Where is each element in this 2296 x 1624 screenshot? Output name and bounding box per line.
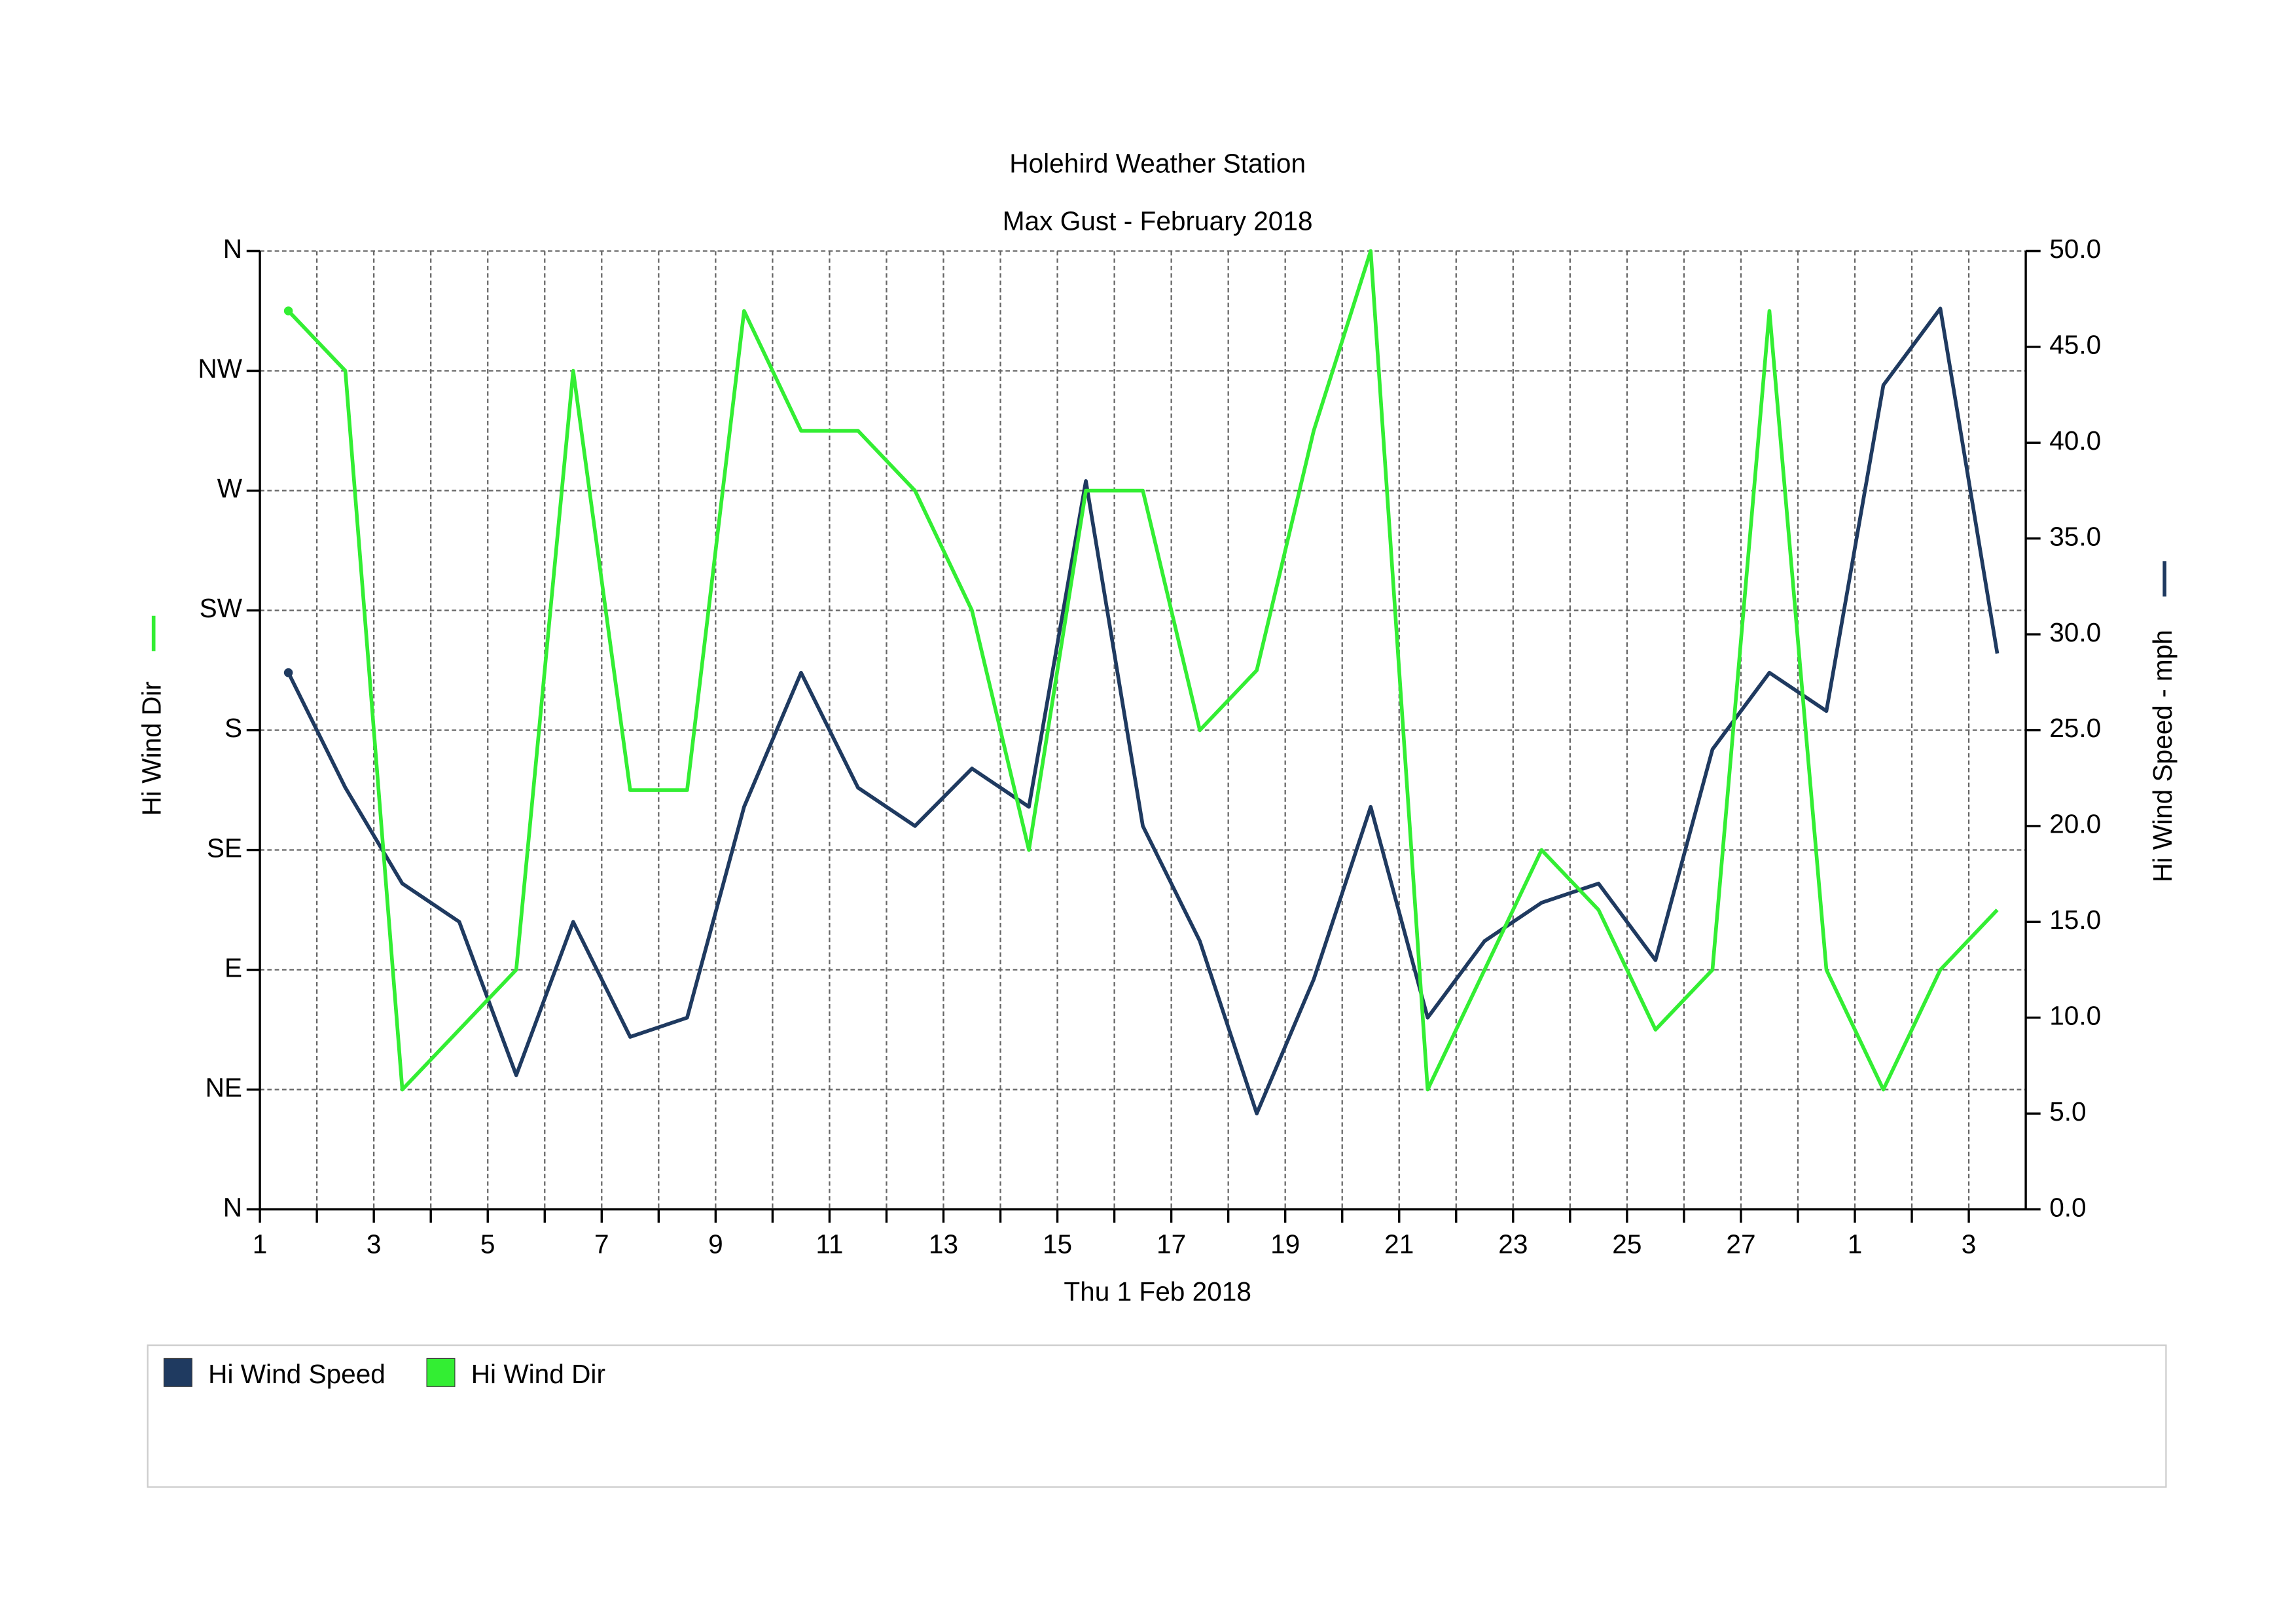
y-tick-label: SE (207, 833, 242, 863)
x-tick-label: 27 (1726, 1229, 1755, 1259)
x-tick-label: 17 (1157, 1229, 1186, 1259)
x-tick-label: 3 (367, 1229, 382, 1259)
x-tick-label: 21 (1384, 1229, 1414, 1259)
y2-tick-label: 25.0 (2049, 713, 2101, 743)
y-tick-label: N (223, 1192, 242, 1222)
x-tick-label: 15 (1043, 1229, 1072, 1259)
y-tick-label: NW (198, 353, 242, 384)
y2-tick-label: 45.0 (2049, 330, 2101, 360)
y-tick-label: SW (200, 593, 243, 623)
series-line (287, 249, 1999, 1092)
x-tick-label: 23 (1498, 1229, 1528, 1259)
y-tick-label: N (223, 234, 242, 264)
y2-tick-label: 50.0 (2049, 234, 2101, 264)
x-axis-label: Thu 1 Feb 2018 (1064, 1276, 1251, 1307)
series-line (287, 306, 2000, 1115)
y2-tick-label: 30.0 (2049, 617, 2101, 647)
x-tick-label: 9 (708, 1229, 723, 1259)
y2-axis-label: Hi Wind Speed - mph (2147, 630, 2178, 882)
chart-subtitle: Max Gust - February 2018 (1003, 206, 1313, 236)
x-tick-label: 7 (594, 1229, 609, 1259)
first-point (283, 306, 293, 316)
y-tick-label: NE (206, 1072, 242, 1102)
x-tick-label: 25 (1612, 1229, 1641, 1259)
x-tick-label: 11 (816, 1229, 843, 1259)
x-tick-label: 13 (929, 1229, 958, 1259)
y2-tick-label: 35.0 (2049, 521, 2101, 551)
x-tick-label: 3 (1962, 1229, 1977, 1259)
legend-label: Hi Wind Speed (208, 1359, 386, 1389)
y-tick-label: S (224, 713, 242, 743)
first-point (283, 668, 293, 677)
y2-tick-label: 10.0 (2049, 1000, 2101, 1030)
legend-swatch (426, 1358, 456, 1387)
legend-swatch (163, 1358, 192, 1387)
y2-tick-label: 40.0 (2049, 425, 2101, 456)
y-tick-label: E (224, 952, 242, 983)
y-axis-label: Hi Wind Dir (136, 681, 166, 816)
y2-tick-label: 0.0 (2049, 1192, 2086, 1222)
x-tick-label: 19 (1270, 1229, 1300, 1259)
legend-box (147, 1344, 2167, 1488)
y2-tick-label: 20.0 (2049, 809, 2101, 839)
y-tick-label: W (217, 473, 243, 503)
y2-tick-label: 5.0 (2049, 1096, 2086, 1127)
y2-tick-label: 15.0 (2049, 905, 2101, 935)
x-tick-label: 1 (253, 1229, 268, 1259)
chart-title: Holehird Weather Station (1009, 148, 1306, 178)
legend-label: Hi Wind Dir (471, 1359, 605, 1389)
x-tick-label: 5 (480, 1229, 495, 1259)
x-tick-label: 1 (1848, 1229, 1863, 1259)
